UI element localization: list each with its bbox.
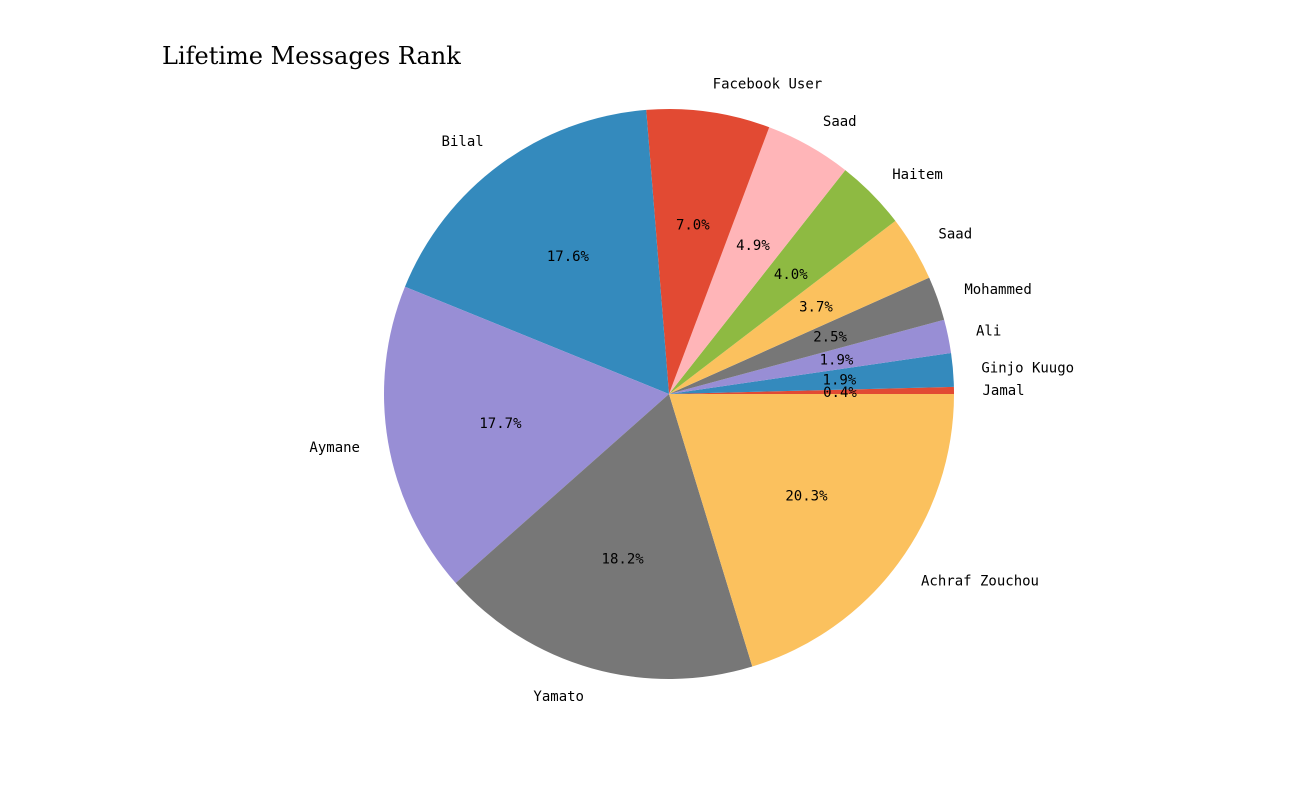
pie-labels: Jamal 0.4% Ginjo Kuugo 1.9% Ali 1.9% Mohammed 2… [309,77,1074,705]
pie-slice-5 [669,170,896,394]
slice-label: Facebook User [713,77,823,93]
slice-label: Haitem [892,167,943,183]
pie-slice-9 [384,286,669,583]
slice-percent-label: 2.5% [813,330,847,346]
pie-slice-0 [669,386,954,394]
slice-percent-label: 4.9% [736,238,770,254]
pie-slice-6 [669,127,846,395]
slice-label: Jamal [982,383,1024,399]
slice-percent-label: 17.6% [547,249,590,265]
slice-percent-label: 3.7% [799,300,833,316]
slice-percent-label: 1.9% [823,373,857,389]
slice-percent-label: 1.9% [820,352,854,368]
slice-label: Saad [938,227,972,243]
slice-label: Mohammed [964,282,1031,298]
pie-slices [384,109,954,679]
slice-label: Ali [976,323,1001,339]
pie-slice-1 [669,352,954,394]
slice-label: Achraf Zouchou [921,573,1039,589]
pie-slice-2 [669,319,952,394]
slice-label: Saad [823,114,857,130]
slice-percent-label: 17.7% [479,416,522,432]
slice-percent-label: 7.0% [676,218,710,234]
pie-slice-7 [646,109,770,395]
slice-label: Yamato [533,689,584,705]
slice-label: Bilal [442,134,484,150]
pie-slice-11 [669,394,954,667]
slice-percent-label: 0.4% [823,385,857,401]
pie-slice-8 [404,109,669,395]
slice-percent-label: 4.0% [774,267,808,283]
chart-title: Lifetime Messages Rank [162,42,461,70]
slice-label: Aymane [309,440,360,456]
slice-percent-label: 20.3% [785,489,828,505]
pie-slice-4 [669,220,930,394]
pie-slice-10 [455,394,753,679]
pie-slice-3 [669,277,945,394]
slice-label: Ginjo Kuugo [981,360,1074,376]
slice-percent-label: 18.2% [602,552,645,568]
